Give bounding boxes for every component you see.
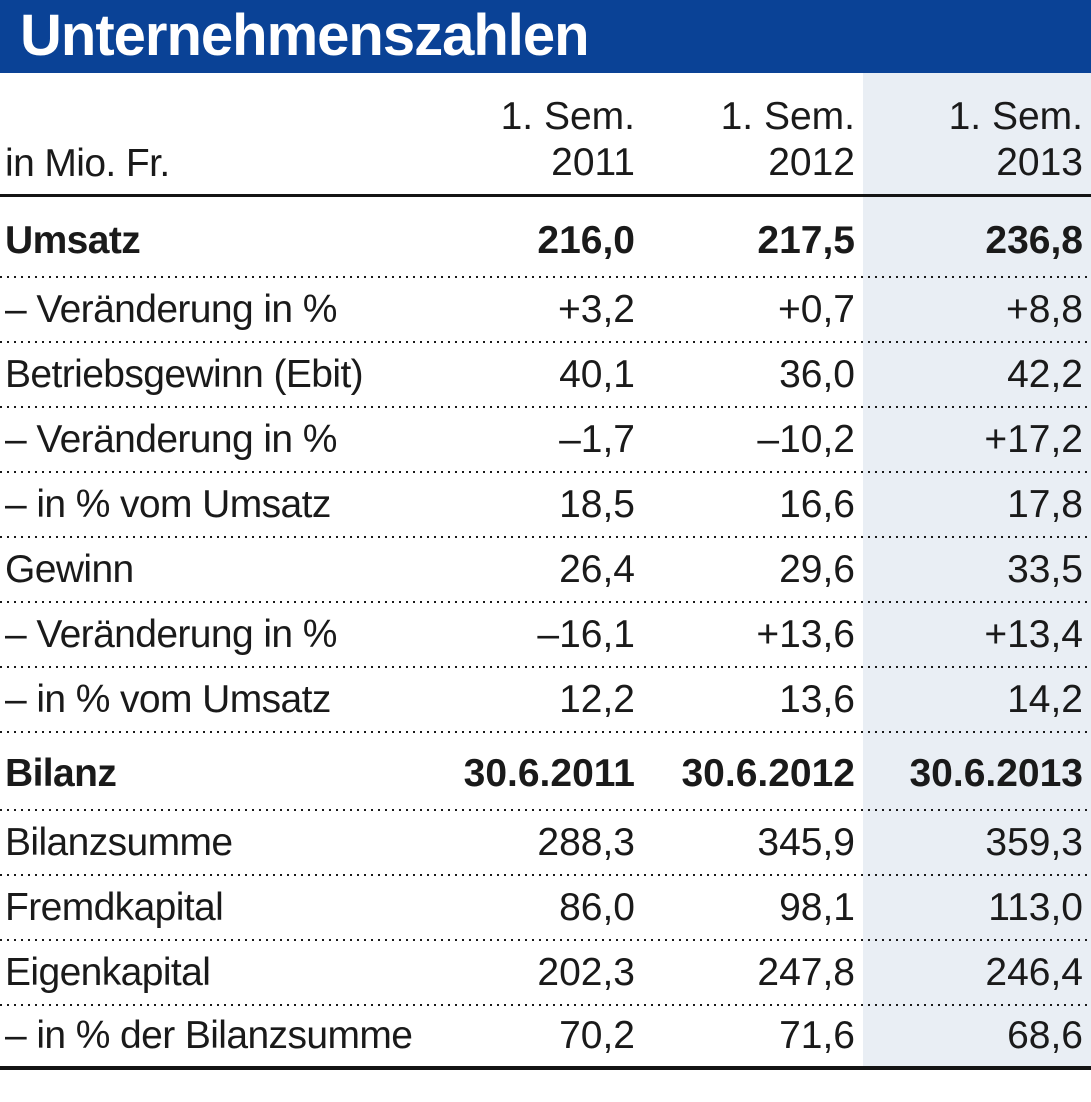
- highlight-column-stripe: [863, 73, 1091, 1066]
- dotted-divider: [0, 601, 1091, 603]
- column-header-line2: 2012: [768, 141, 855, 184]
- dotted-divider: [0, 874, 1091, 876]
- value-cell: +8,8: [1006, 287, 1083, 331]
- value-cell: 30.6.2011: [463, 752, 635, 795]
- value-cell: –1,7: [559, 417, 635, 461]
- dotted-divider: [0, 939, 1091, 941]
- table-row: Eigenkapital 202,3 247,8 246,4: [0, 941, 1091, 1004]
- value-cell: 33,5: [1007, 547, 1083, 591]
- row-label: Gewinn: [5, 547, 134, 591]
- dotted-divider: [0, 341, 1091, 343]
- table-row: Betriebsgewinn (Ebit) 40,1 36,0 42,2: [0, 343, 1091, 406]
- row-label: – in % vom Umsatz: [5, 677, 331, 721]
- table-row: – Veränderung in % +3,2 +0,7 +8,8: [0, 278, 1091, 341]
- value-cell: 68,6: [1007, 1014, 1083, 1057]
- table-row: Fremdkapital 86,0 98,1 113,0: [0, 876, 1091, 939]
- value-cell: +0,7: [778, 287, 855, 331]
- value-cell: +3,2: [558, 287, 635, 331]
- value-cell: 14,2: [1007, 677, 1083, 721]
- row-label: Bilanzsumme: [5, 820, 233, 864]
- value-cell: 18,5: [559, 482, 635, 526]
- value-cell: 30.6.2012: [681, 752, 855, 795]
- value-cell: 246,4: [985, 950, 1083, 994]
- value-cell: 40,1: [559, 352, 635, 396]
- unit-label: in Mio. Fr.: [5, 142, 170, 185]
- value-cell: 288,3: [537, 820, 635, 864]
- row-label: – Veränderung in %: [5, 287, 337, 331]
- table-row: – in % der Bilanzsumme 70,2 71,6 68,6: [0, 1006, 1091, 1066]
- table-row: – Veränderung in % –16,1 +13,6 +13,4: [0, 603, 1091, 666]
- column-header-2013: 1. Sem. 2013: [863, 94, 1091, 186]
- table-row: Umsatz 216,0 217,5 236,8: [0, 197, 1091, 276]
- value-cell: 217,5: [757, 219, 855, 262]
- value-cell: –16,1: [537, 612, 635, 656]
- value-cell: +17,2: [984, 417, 1083, 461]
- row-label: – Veränderung in %: [5, 417, 337, 461]
- dotted-divider: [0, 406, 1091, 408]
- table-row: – Veränderung in % –1,7 –10,2 +17,2: [0, 408, 1091, 471]
- value-cell: 42,2: [1007, 352, 1083, 396]
- value-cell: 98,1: [779, 885, 855, 929]
- table-header-row: in Mio. Fr. 1. Sem. 2011 1. Sem. 2012 1.…: [0, 73, 1091, 197]
- table-row: Bilanzsumme 288,3 345,9 359,3: [0, 811, 1091, 874]
- row-label: Eigenkapital: [5, 950, 211, 994]
- column-header-2012: 1. Sem. 2012: [643, 94, 863, 186]
- value-cell: 26,4: [559, 547, 635, 591]
- row-label: Umsatz: [5, 219, 141, 262]
- dotted-divider: [0, 471, 1091, 473]
- table-row: – in % vom Umsatz 18,5 16,6 17,8: [0, 473, 1091, 536]
- financial-table: in Mio. Fr. 1. Sem. 2011 1. Sem. 2012 1.…: [0, 73, 1091, 1070]
- value-cell: 202,3: [537, 950, 635, 994]
- column-header-line1: 1. Sem.: [948, 95, 1083, 138]
- row-label: Fremdkapital: [5, 885, 224, 929]
- title-bar: Unternehmenszahlen: [0, 0, 1091, 73]
- value-cell: 13,6: [779, 677, 855, 721]
- value-cell: 86,0: [559, 885, 635, 929]
- row-label: – in % der Bilanzsumme: [5, 1014, 413, 1057]
- value-cell: 16,6: [779, 482, 855, 526]
- value-cell: 29,6: [779, 547, 855, 591]
- row-label: – Veränderung in %: [5, 612, 337, 656]
- dotted-divider: [0, 536, 1091, 538]
- page-title: Unternehmenszahlen: [20, 3, 590, 68]
- column-header-line1: 1. Sem.: [500, 95, 635, 138]
- row-label: Betriebsgewinn (Ebit): [5, 352, 364, 396]
- row-label: Bilanz: [5, 752, 117, 795]
- value-cell: 247,8: [757, 950, 855, 994]
- value-cell: 17,8: [1007, 482, 1083, 526]
- value-cell: +13,6: [756, 612, 855, 656]
- value-cell: 36,0: [779, 352, 855, 396]
- row-label: – in % vom Umsatz: [5, 482, 331, 526]
- value-cell: 236,8: [985, 219, 1083, 262]
- dotted-divider: [0, 666, 1091, 668]
- value-cell: 30.6.2013: [909, 752, 1083, 795]
- dotted-divider: [0, 276, 1091, 278]
- value-cell: 359,3: [985, 820, 1083, 864]
- dotted-divider: [0, 731, 1091, 733]
- column-header-2011: 1. Sem. 2011: [423, 94, 643, 186]
- value-cell: 71,6: [779, 1014, 855, 1057]
- column-header-line2: 2011: [551, 141, 635, 184]
- column-header-line2: 2013: [996, 141, 1083, 184]
- dotted-divider: [0, 809, 1091, 811]
- table-row: Gewinn 26,4 29,6 33,5: [0, 538, 1091, 601]
- table-row: – in % vom Umsatz 12,2 13,6 14,2: [0, 668, 1091, 731]
- value-cell: 216,0: [537, 219, 635, 262]
- table-row: Bilanz 30.6.2011 30.6.2012 30.6.2013: [0, 733, 1091, 809]
- value-cell: 70,2: [559, 1014, 635, 1057]
- value-cell: 12,2: [559, 677, 635, 721]
- value-cell: –10,2: [757, 417, 855, 461]
- value-cell: 345,9: [757, 820, 855, 864]
- value-cell: +13,4: [984, 612, 1083, 656]
- dotted-divider: [0, 1004, 1091, 1006]
- value-cell: 113,0: [988, 885, 1083, 929]
- column-header-line1: 1. Sem.: [720, 95, 855, 138]
